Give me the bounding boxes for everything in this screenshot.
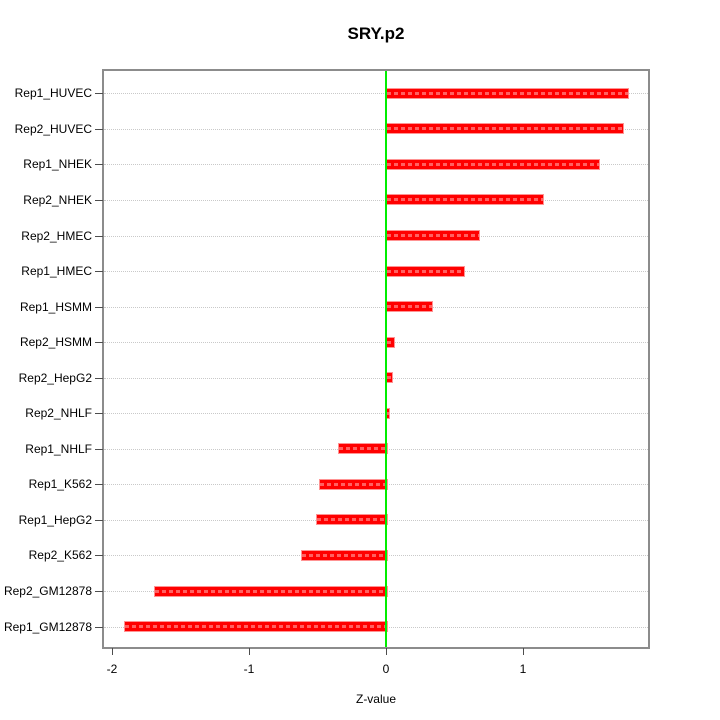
y-axis-tick <box>95 199 103 201</box>
bar-dash-pattern <box>387 340 394 344</box>
bar-Rep1_K562 <box>318 478 388 490</box>
gridline <box>104 235 648 237</box>
y-axis-tick <box>95 271 103 273</box>
bar-Rep2_HUVEC <box>386 123 624 135</box>
x-axis-tick <box>249 648 250 655</box>
y-axis-label-Rep1_HepG2: Rep1_HepG2 <box>18 512 92 527</box>
bar-dash-pattern <box>387 269 464 273</box>
y-axis-tick <box>95 555 103 557</box>
x-axis-tick <box>523 648 524 655</box>
bar-Rep2_HSMM <box>386 336 395 348</box>
bar-dash-pattern <box>387 198 544 202</box>
bar-Rep1_HepG2 <box>316 514 388 526</box>
bar-dash-pattern <box>387 127 623 131</box>
bar-dash-pattern <box>155 589 387 593</box>
y-axis-tick <box>95 448 103 450</box>
y-axis-label-Rep2_HSMM: Rep2_HSMM <box>19 335 92 350</box>
y-axis-label-Rep2_NHLF: Rep2_NHLF <box>25 406 92 421</box>
y-axis-tick <box>95 626 103 628</box>
y-axis-tick <box>95 128 103 130</box>
bar-dash-pattern <box>339 447 387 451</box>
y-axis-label-Rep1_HUVEC: Rep1_HUVEC <box>14 86 92 101</box>
bar-Rep2_GM12878 <box>154 585 388 597</box>
y-axis-label-Rep1_HSMM: Rep1_HSMM <box>19 299 92 314</box>
y-axis-tick <box>95 377 103 379</box>
y-axis-tick <box>95 591 103 592</box>
y-axis-tick <box>95 484 103 486</box>
y-axis-label-Rep2_NHEK: Rep2_NHEK <box>23 192 92 207</box>
y-axis-tick <box>95 306 103 308</box>
x-axis-tick-label-0: 0 <box>382 662 390 676</box>
gridline <box>104 164 648 166</box>
x-axis-title: Z-value <box>355 692 396 706</box>
bar-Rep2_HepG2 <box>386 372 394 384</box>
bar-dash-pattern <box>302 553 387 557</box>
y-axis-label-Rep2_HUVEC: Rep2_HUVEC <box>14 121 92 136</box>
bar-Rep1_NHEK <box>386 158 601 170</box>
bar-dash-pattern <box>387 162 600 166</box>
y-axis-label-Rep1_NHEK: Rep1_NHEK <box>23 157 92 172</box>
chart-title: SRY.p2 <box>347 24 405 43</box>
bar-dash-pattern <box>387 305 433 309</box>
bar-Rep1_GM12878 <box>124 621 388 633</box>
gridline <box>104 377 648 379</box>
y-axis-tick <box>95 413 103 415</box>
gridline <box>104 413 648 415</box>
bar-dash-pattern <box>125 625 387 629</box>
y-axis-label-Rep2_GM12878: Rep2_GM12878 <box>3 584 92 598</box>
y-axis-tick <box>95 519 103 521</box>
bar-Rep2_K562 <box>301 549 388 561</box>
x-axis-tick <box>386 648 387 655</box>
y-axis-tick <box>95 164 103 166</box>
bar-Rep2_HMEC <box>386 230 480 241</box>
gridline <box>104 128 648 130</box>
x-axis-tick-label--2: -2 <box>106 662 118 676</box>
y-axis-tick <box>95 342 103 344</box>
bar-Rep2_NHEK <box>386 194 545 206</box>
y-axis-label-Rep2_HMEC: Rep2_HMEC <box>21 228 92 243</box>
bar-dash-pattern <box>387 376 393 380</box>
y-axis-label-Rep1_NHLF: Rep1_NHLF <box>25 441 92 456</box>
y-axis-tick <box>95 93 103 95</box>
gridline <box>104 306 648 308</box>
bar-dash-pattern <box>317 518 387 522</box>
bar-dash-pattern <box>387 411 389 415</box>
gridline <box>104 199 648 201</box>
x-axis-tick-label--1: -1 <box>243 662 255 676</box>
gridline <box>104 271 648 273</box>
x-axis-tick <box>112 648 113 655</box>
bar-dash-pattern <box>387 91 629 95</box>
y-axis-label-Rep1_HMEC: Rep1_HMEC <box>21 264 92 279</box>
plot-area <box>104 71 648 647</box>
y-axis-label-Rep2_HepG2: Rep2_HepG2 <box>18 370 92 385</box>
gridline <box>104 342 648 344</box>
bar-dash-pattern <box>319 482 387 486</box>
bar-Rep1_HSMM <box>386 301 434 313</box>
bar-dash-pattern <box>387 234 479 237</box>
y-axis-label-Rep2_K562: Rep2_K562 <box>28 548 92 563</box>
bar-Rep1_NHLF <box>338 443 388 455</box>
x-axis-tick-label-1: 1 <box>519 662 527 676</box>
bar-Rep1_HMEC <box>386 265 465 277</box>
y-axis-tick <box>95 235 103 237</box>
zero-reference-line <box>385 71 387 647</box>
y-axis-label-Rep1_K562: Rep1_K562 <box>28 477 92 492</box>
y-axis-label-Rep1_GM12878: Rep1_GM12878 <box>3 619 92 634</box>
bar-Rep1_HUVEC <box>386 87 630 99</box>
gridline <box>104 93 648 95</box>
